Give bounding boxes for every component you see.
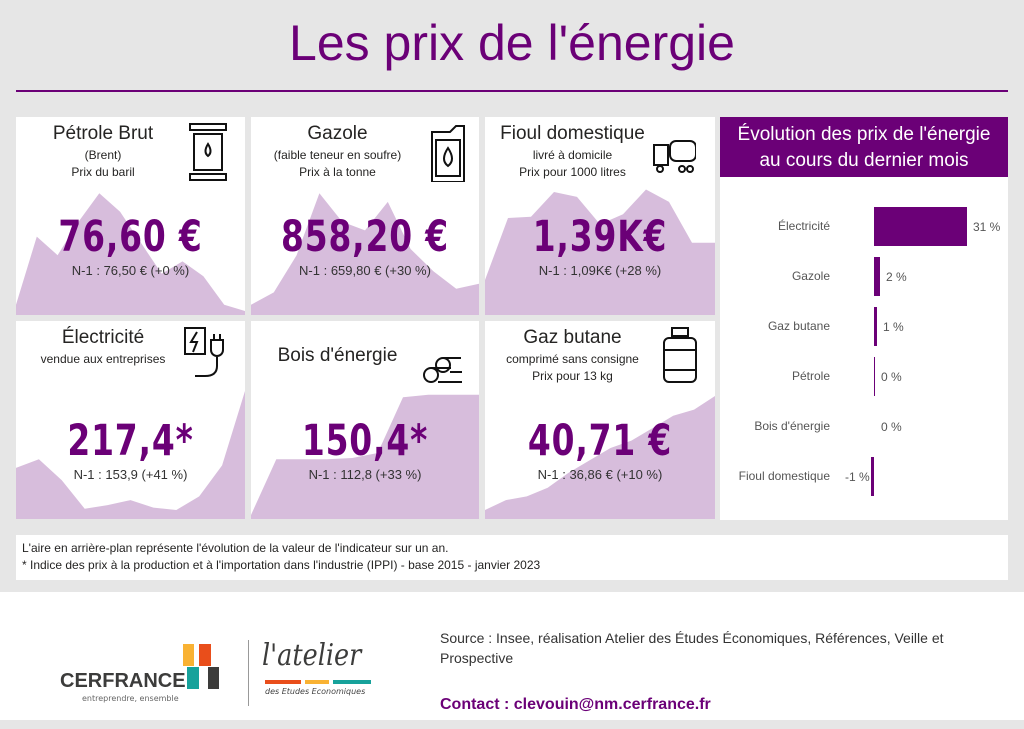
card-header: Fioul domestique livré à domicile Prix p… xyxy=(485,123,660,179)
kpi-previous-year: N-1 : 112,8 (+33 %) xyxy=(308,467,422,482)
bar xyxy=(871,457,874,496)
note-line: L'aire en arrière-plan représente l'évol… xyxy=(22,541,449,555)
kpi-value: 217,4* xyxy=(67,416,194,466)
bar-value-label: 31 % xyxy=(973,220,1001,234)
trend-area-shape xyxy=(16,391,245,519)
kpi-card: Bois d'énergie 150,4* N-1 : 112,8 (+33 %… xyxy=(251,321,479,519)
card-title: Électricité xyxy=(61,327,145,348)
atelier-logo: l'atelier des Etudes Economiques xyxy=(262,638,382,708)
bar xyxy=(874,257,880,296)
bar-value-label: 0 % xyxy=(881,420,902,434)
logo-divider xyxy=(248,640,249,706)
kpi-card: Gazole (faible teneur en soufre) Prix à … xyxy=(251,117,479,315)
bar-category-label: Électricité xyxy=(777,219,830,233)
card-header: Gaz butane comprimé sans consigne Prix p… xyxy=(485,327,660,383)
trend-area-shape xyxy=(16,193,245,315)
card-title: Gaz butane xyxy=(523,327,622,348)
electric-plug-icon xyxy=(184,327,224,377)
logo-text: l'atelier xyxy=(262,638,362,673)
card-subtitle: Prix du baril xyxy=(71,165,135,179)
card-subtitle: comprimé sans consigne xyxy=(506,352,639,366)
card-subtitle: Prix pour 1000 litres xyxy=(519,165,626,179)
kpi-value: 858,20 € xyxy=(280,212,450,262)
trend-area xyxy=(16,391,245,519)
logo-tagline: entreprendre, ensemble xyxy=(82,694,179,703)
oil-barrel-icon xyxy=(189,123,227,181)
logs-icon xyxy=(423,357,462,383)
trend-area xyxy=(251,394,479,519)
card-title: Fioul domestique xyxy=(500,123,645,144)
trend-area-shape xyxy=(485,189,715,315)
card-subtitle: (Brent) xyxy=(84,148,122,162)
chart-title-line: au cours du dernier mois xyxy=(759,150,969,171)
kpi-value: 40,71 € xyxy=(527,416,673,466)
card-subtitle: (faible teneur en soufre) xyxy=(273,148,402,162)
kpi-card: Fioul domestique livré à domicile Prix p… xyxy=(485,117,715,315)
card-header: Électricité vendue aux entreprises xyxy=(16,327,190,366)
chart-title-line: Évolution des prix de l'énergie xyxy=(737,124,991,145)
footnote: L'aire en arrière-plan représente l'évol… xyxy=(16,535,1008,580)
trend-area xyxy=(16,193,245,315)
bar xyxy=(874,307,877,346)
source-text: Source : Insee, réalisation Atelier des … xyxy=(440,630,944,666)
bar xyxy=(874,207,967,246)
card-title: Gazole xyxy=(307,123,368,144)
kpi-value: 1,39K€ xyxy=(532,212,668,262)
kpi-previous-year: N-1 : 76,50 € (+0 %) xyxy=(71,263,190,278)
kpi-card: Gaz butane comprimé sans consigne Prix p… xyxy=(485,321,715,519)
logo-text: CERFRANCE xyxy=(60,670,186,692)
card-subtitle: vendue aux entreprises xyxy=(40,352,166,366)
title-divider xyxy=(16,90,1008,92)
trend-area xyxy=(485,189,715,315)
card-header: Pétrole Brut (Brent) Prix du baril xyxy=(16,123,190,179)
footer: CERFRANCE entreprendre, ensemble l'ateli… xyxy=(0,592,1024,720)
trend-area-shape xyxy=(485,396,715,519)
kpi-previous-year: N-1 : 153,9 (+41 %) xyxy=(73,467,188,482)
tanker-truck-icon xyxy=(653,140,696,173)
monthly-change-chart: Évolution des prix de l'énergie au cours… xyxy=(720,117,1008,520)
kpi-value: 76,60 € xyxy=(58,212,203,262)
card-subtitle: livré à domicile xyxy=(532,148,613,162)
trend-area xyxy=(251,193,479,315)
kpi-card: Pétrole Brut (Brent) Prix du baril 76,60… xyxy=(16,117,245,315)
logo-tagline: des Etudes Economiques xyxy=(265,687,366,696)
trend-area-shape xyxy=(251,193,479,315)
bar-value-label: 1 % xyxy=(883,320,904,334)
card-subtitle: Prix pour 13 kg xyxy=(532,369,613,383)
card-title: Pétrole Brut xyxy=(52,123,154,144)
bar-value-label: -1 % xyxy=(845,470,870,484)
bar-category-label: Gaz butane xyxy=(767,319,830,333)
jerrycan-icon xyxy=(431,125,465,182)
bar-category-label: Gazole xyxy=(791,269,830,283)
gas-bottle-icon xyxy=(663,327,697,383)
bar xyxy=(874,357,875,396)
kpi-previous-year: N-1 : 659,80 € (+30 %) xyxy=(299,263,431,278)
kpi-previous-year: N-1 : 36,86 € (+10 %) xyxy=(537,467,663,482)
page-title: Les prix de l'énergie xyxy=(289,15,735,71)
card-header: Bois d'énergie xyxy=(251,345,424,367)
kpi-value: 150,4* xyxy=(301,416,429,466)
kpi-card: Électricité vendue aux entreprises 217,4… xyxy=(16,321,245,519)
bar-category-label: Pétrole xyxy=(791,369,830,383)
trend-area xyxy=(485,396,715,519)
cerfrance-logo: CERFRANCE entreprendre, ensemble xyxy=(60,644,240,704)
chart-title: Évolution des prix de l'énergie au cours… xyxy=(720,117,1008,177)
card-subtitle: Prix à la tonne xyxy=(299,165,376,179)
note-line: * Indice des prix à la production et à l… xyxy=(22,558,541,572)
bar-category-label: Fioul domestique xyxy=(738,469,830,483)
bar-value-label: 0 % xyxy=(881,370,902,384)
card-header: Gazole (faible teneur en soufre) Prix à … xyxy=(251,123,424,179)
bar-category-label: Bois d'énergie xyxy=(754,419,830,433)
kpi-previous-year: N-1 : 1,09K€ (+28 %) xyxy=(538,263,662,278)
trend-area-shape xyxy=(251,394,479,519)
card-title: Bois d'énergie xyxy=(277,345,398,366)
contact-link[interactable]: Contact : clevouin@nm.cerfrance.fr xyxy=(440,696,711,713)
bar-value-label: 2 % xyxy=(886,270,907,284)
